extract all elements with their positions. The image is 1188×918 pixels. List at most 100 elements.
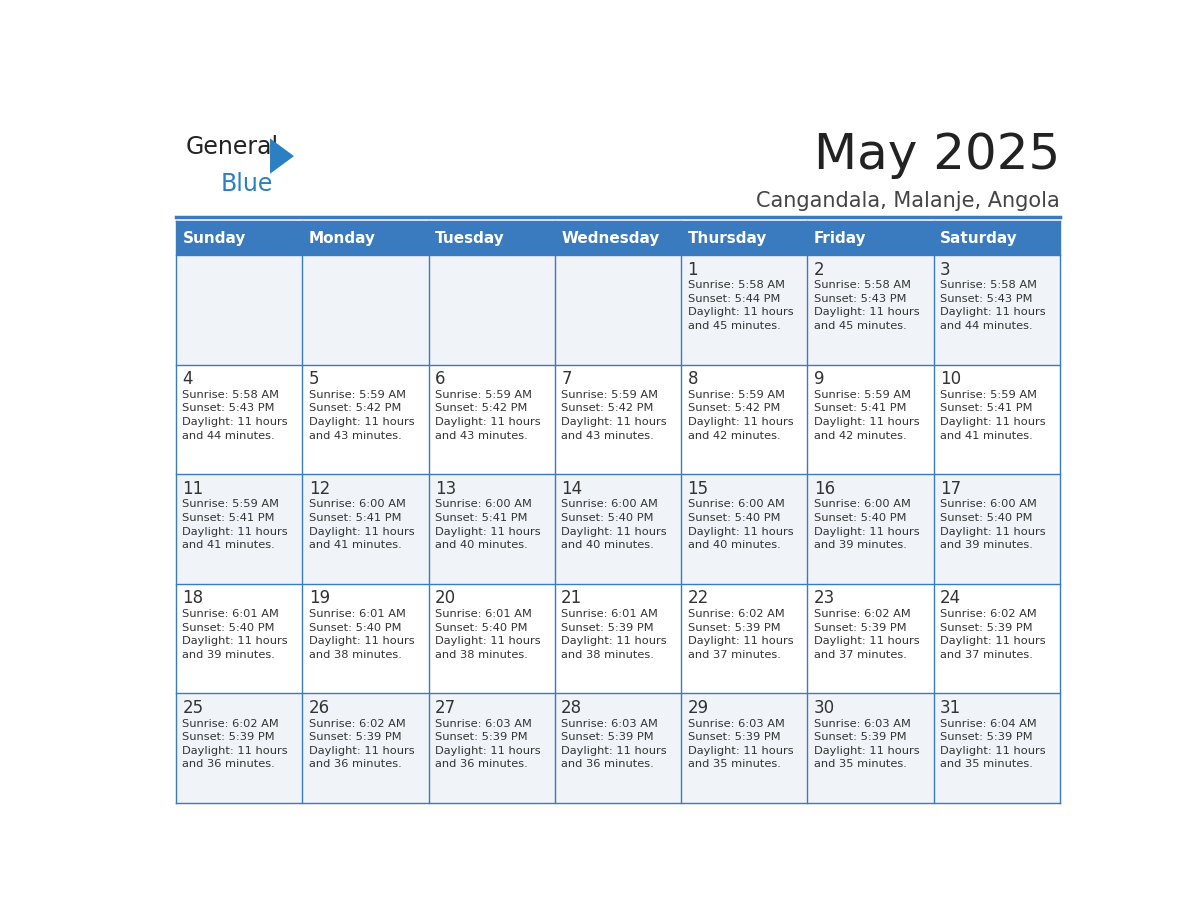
Text: 14: 14 [561,480,582,498]
FancyBboxPatch shape [934,475,1060,584]
Text: Sunrise: 6:03 AM
Sunset: 5:39 PM
Daylight: 11 hours
and 36 minutes.: Sunrise: 6:03 AM Sunset: 5:39 PM Dayligh… [435,719,541,769]
Text: Sunrise: 6:00 AM
Sunset: 5:40 PM
Daylight: 11 hours
and 40 minutes.: Sunrise: 6:00 AM Sunset: 5:40 PM Dayligh… [688,499,794,550]
Text: Sunrise: 6:03 AM
Sunset: 5:39 PM
Daylight: 11 hours
and 35 minutes.: Sunrise: 6:03 AM Sunset: 5:39 PM Dayligh… [688,719,794,769]
FancyBboxPatch shape [555,693,681,803]
Text: Sunrise: 5:59 AM
Sunset: 5:41 PM
Daylight: 11 hours
and 41 minutes.: Sunrise: 5:59 AM Sunset: 5:41 PM Dayligh… [940,390,1045,441]
FancyBboxPatch shape [934,221,1060,255]
FancyBboxPatch shape [303,221,429,255]
FancyBboxPatch shape [808,221,934,255]
FancyBboxPatch shape [429,693,555,803]
Text: 3: 3 [940,261,950,278]
Text: Sunrise: 6:01 AM
Sunset: 5:40 PM
Daylight: 11 hours
and 39 minutes.: Sunrise: 6:01 AM Sunset: 5:40 PM Dayligh… [183,609,287,660]
Text: 4: 4 [183,370,192,388]
Text: Sunrise: 6:00 AM
Sunset: 5:40 PM
Daylight: 11 hours
and 39 minutes.: Sunrise: 6:00 AM Sunset: 5:40 PM Dayligh… [940,499,1045,550]
FancyBboxPatch shape [303,475,429,584]
Text: 5: 5 [309,370,320,388]
Text: Sunrise: 5:59 AM
Sunset: 5:42 PM
Daylight: 11 hours
and 43 minutes.: Sunrise: 5:59 AM Sunset: 5:42 PM Dayligh… [435,390,541,441]
Text: May 2025: May 2025 [814,131,1060,179]
Text: 11: 11 [183,480,203,498]
FancyBboxPatch shape [176,255,303,364]
Text: 22: 22 [688,589,709,607]
Text: Sunrise: 6:00 AM
Sunset: 5:41 PM
Daylight: 11 hours
and 41 minutes.: Sunrise: 6:00 AM Sunset: 5:41 PM Dayligh… [309,499,415,550]
FancyBboxPatch shape [934,255,1060,364]
Text: 28: 28 [561,699,582,717]
FancyBboxPatch shape [176,221,303,255]
Text: Sunrise: 5:58 AM
Sunset: 5:43 PM
Daylight: 11 hours
and 45 minutes.: Sunrise: 5:58 AM Sunset: 5:43 PM Dayligh… [814,280,920,331]
Text: Sunrise: 6:00 AM
Sunset: 5:40 PM
Daylight: 11 hours
and 39 minutes.: Sunrise: 6:00 AM Sunset: 5:40 PM Dayligh… [814,499,920,550]
Text: Saturday: Saturday [940,230,1018,246]
FancyBboxPatch shape [934,693,1060,803]
Text: Sunrise: 6:00 AM
Sunset: 5:41 PM
Daylight: 11 hours
and 40 minutes.: Sunrise: 6:00 AM Sunset: 5:41 PM Dayligh… [435,499,541,550]
FancyBboxPatch shape [555,475,681,584]
FancyBboxPatch shape [681,475,808,584]
FancyBboxPatch shape [176,364,303,475]
Text: 13: 13 [435,480,456,498]
Text: 24: 24 [940,589,961,607]
Text: Sunrise: 6:02 AM
Sunset: 5:39 PM
Daylight: 11 hours
and 37 minutes.: Sunrise: 6:02 AM Sunset: 5:39 PM Dayligh… [814,609,920,660]
Polygon shape [270,139,293,174]
Text: 15: 15 [688,480,708,498]
Text: 1: 1 [688,261,699,278]
Text: Sunrise: 5:58 AM
Sunset: 5:43 PM
Daylight: 11 hours
and 44 minutes.: Sunrise: 5:58 AM Sunset: 5:43 PM Dayligh… [183,390,287,441]
FancyBboxPatch shape [429,221,555,255]
FancyBboxPatch shape [429,364,555,475]
Text: Sunrise: 6:01 AM
Sunset: 5:39 PM
Daylight: 11 hours
and 38 minutes.: Sunrise: 6:01 AM Sunset: 5:39 PM Dayligh… [561,609,666,660]
FancyBboxPatch shape [681,693,808,803]
FancyBboxPatch shape [808,475,934,584]
Text: 7: 7 [561,370,571,388]
Text: Sunrise: 5:59 AM
Sunset: 5:42 PM
Daylight: 11 hours
and 43 minutes.: Sunrise: 5:59 AM Sunset: 5:42 PM Dayligh… [309,390,415,441]
FancyBboxPatch shape [429,475,555,584]
Text: Cangandala, Malanje, Angola: Cangandala, Malanje, Angola [757,192,1060,211]
Text: 18: 18 [183,589,203,607]
Text: Sunrise: 6:03 AM
Sunset: 5:39 PM
Daylight: 11 hours
and 35 minutes.: Sunrise: 6:03 AM Sunset: 5:39 PM Dayligh… [814,719,920,769]
Text: Sunday: Sunday [183,230,246,246]
Text: Sunrise: 6:02 AM
Sunset: 5:39 PM
Daylight: 11 hours
and 37 minutes.: Sunrise: 6:02 AM Sunset: 5:39 PM Dayligh… [688,609,794,660]
Text: 16: 16 [814,480,835,498]
Text: Blue: Blue [220,172,273,196]
Text: 27: 27 [435,699,456,717]
Text: 19: 19 [309,589,330,607]
Text: Sunrise: 6:02 AM
Sunset: 5:39 PM
Daylight: 11 hours
and 36 minutes.: Sunrise: 6:02 AM Sunset: 5:39 PM Dayligh… [309,719,415,769]
Text: Sunrise: 5:59 AM
Sunset: 5:41 PM
Daylight: 11 hours
and 41 minutes.: Sunrise: 5:59 AM Sunset: 5:41 PM Dayligh… [183,499,287,550]
FancyBboxPatch shape [176,584,303,693]
FancyBboxPatch shape [808,693,934,803]
FancyBboxPatch shape [429,584,555,693]
FancyBboxPatch shape [303,364,429,475]
FancyBboxPatch shape [176,693,303,803]
FancyBboxPatch shape [681,221,808,255]
Text: Sunrise: 5:58 AM
Sunset: 5:44 PM
Daylight: 11 hours
and 45 minutes.: Sunrise: 5:58 AM Sunset: 5:44 PM Dayligh… [688,280,794,331]
Text: 9: 9 [814,370,824,388]
Text: 31: 31 [940,699,961,717]
FancyBboxPatch shape [303,584,429,693]
Text: 29: 29 [688,699,708,717]
Text: 10: 10 [940,370,961,388]
Text: General: General [185,135,278,159]
FancyBboxPatch shape [555,364,681,475]
Text: Sunrise: 5:59 AM
Sunset: 5:41 PM
Daylight: 11 hours
and 42 minutes.: Sunrise: 5:59 AM Sunset: 5:41 PM Dayligh… [814,390,920,441]
Text: Sunrise: 6:04 AM
Sunset: 5:39 PM
Daylight: 11 hours
and 35 minutes.: Sunrise: 6:04 AM Sunset: 5:39 PM Dayligh… [940,719,1045,769]
Text: Sunrise: 5:59 AM
Sunset: 5:42 PM
Daylight: 11 hours
and 42 minutes.: Sunrise: 5:59 AM Sunset: 5:42 PM Dayligh… [688,390,794,441]
FancyBboxPatch shape [303,255,429,364]
Text: Sunrise: 6:01 AM
Sunset: 5:40 PM
Daylight: 11 hours
and 38 minutes.: Sunrise: 6:01 AM Sunset: 5:40 PM Dayligh… [309,609,415,660]
FancyBboxPatch shape [681,255,808,364]
FancyBboxPatch shape [555,584,681,693]
FancyBboxPatch shape [555,221,681,255]
Text: 30: 30 [814,699,835,717]
FancyBboxPatch shape [303,693,429,803]
Text: Wednesday: Wednesday [561,230,659,246]
FancyBboxPatch shape [934,364,1060,475]
Text: 26: 26 [309,699,330,717]
Text: 21: 21 [561,589,582,607]
Text: Sunrise: 5:59 AM
Sunset: 5:42 PM
Daylight: 11 hours
and 43 minutes.: Sunrise: 5:59 AM Sunset: 5:42 PM Dayligh… [561,390,666,441]
Text: Sunrise: 6:00 AM
Sunset: 5:40 PM
Daylight: 11 hours
and 40 minutes.: Sunrise: 6:00 AM Sunset: 5:40 PM Dayligh… [561,499,666,550]
Text: 23: 23 [814,589,835,607]
Text: 6: 6 [435,370,446,388]
FancyBboxPatch shape [808,255,934,364]
Text: 8: 8 [688,370,699,388]
FancyBboxPatch shape [681,584,808,693]
Text: Thursday: Thursday [688,230,767,246]
Text: 17: 17 [940,480,961,498]
Text: Tuesday: Tuesday [435,230,505,246]
Text: Sunrise: 6:02 AM
Sunset: 5:39 PM
Daylight: 11 hours
and 36 minutes.: Sunrise: 6:02 AM Sunset: 5:39 PM Dayligh… [183,719,287,769]
Text: Friday: Friday [814,230,866,246]
